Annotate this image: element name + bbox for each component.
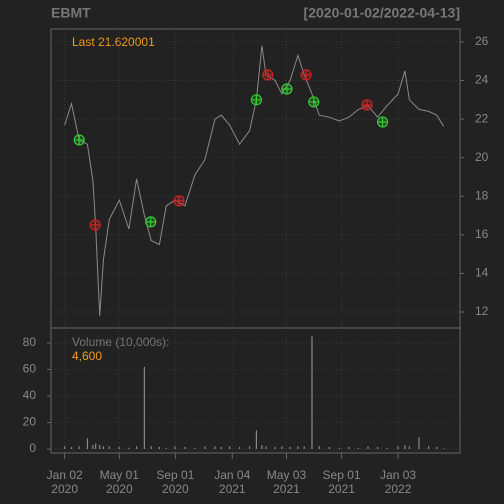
x-tick-label: Sep 01 2021	[323, 468, 361, 496]
signal-marker	[250, 94, 263, 106]
x-tick-label: Sep 01 2020	[156, 468, 194, 496]
y-tick-label: 14	[475, 266, 489, 280]
marker-cross	[145, 216, 156, 227]
x-tick-label: Jan 02 2020	[47, 468, 83, 496]
y-tick-label: 18	[475, 188, 489, 202]
signal-marker	[262, 69, 274, 81]
y-tick-label: 40	[23, 388, 37, 402]
price-line	[64, 45, 445, 316]
signal-marker	[173, 195, 185, 207]
signal-marker	[281, 83, 293, 95]
y-tick-label: 26	[475, 34, 489, 48]
signal-marker	[308, 96, 320, 108]
y-tick-label: 20	[23, 415, 37, 429]
signal-marker	[300, 69, 312, 81]
y-tick-label: 80	[23, 335, 37, 349]
y-tick-label: 22	[475, 111, 489, 125]
marker-cross	[281, 83, 292, 94]
volume-label: Volume (10,000s):	[72, 335, 169, 349]
marker-cross	[74, 134, 85, 145]
marker-cross	[262, 69, 273, 80]
y-tick-label: 16	[475, 227, 489, 241]
x-tick-label: May 03 2021	[267, 468, 307, 496]
y-tick-label: 60	[23, 362, 37, 376]
date-range: [2020-01-02/2022-04-13]	[304, 5, 460, 21]
marker-cross	[90, 219, 101, 230]
price-panel	[50, 28, 461, 329]
marker-cross	[362, 100, 373, 111]
marker-cross	[301, 69, 312, 80]
x-tick-label: Jan 03 2022	[380, 468, 416, 496]
marker-cross	[377, 116, 388, 127]
last-price: Last 21.620001	[72, 35, 155, 49]
marker-cross	[173, 195, 184, 206]
y-tick-label: 24	[475, 73, 489, 87]
marker-cross	[308, 96, 319, 107]
signal-marker	[73, 134, 85, 146]
y-tick-label: 20	[475, 150, 489, 164]
y-tick-label: 0	[29, 441, 36, 455]
marker-cross	[251, 94, 262, 105]
signal-marker	[361, 99, 373, 111]
signal-marker	[376, 116, 389, 128]
x-tick-label: Jan 04 2021	[214, 468, 250, 496]
signal-marker	[145, 216, 157, 228]
y-tick-label: 12	[475, 304, 489, 318]
volume-panel	[50, 327, 461, 454]
last-volume: 4,600	[72, 349, 102, 363]
x-tick-label: May 01 2020	[100, 468, 140, 496]
chart-title: EBMT	[51, 5, 91, 21]
signal-marker	[89, 219, 101, 231]
